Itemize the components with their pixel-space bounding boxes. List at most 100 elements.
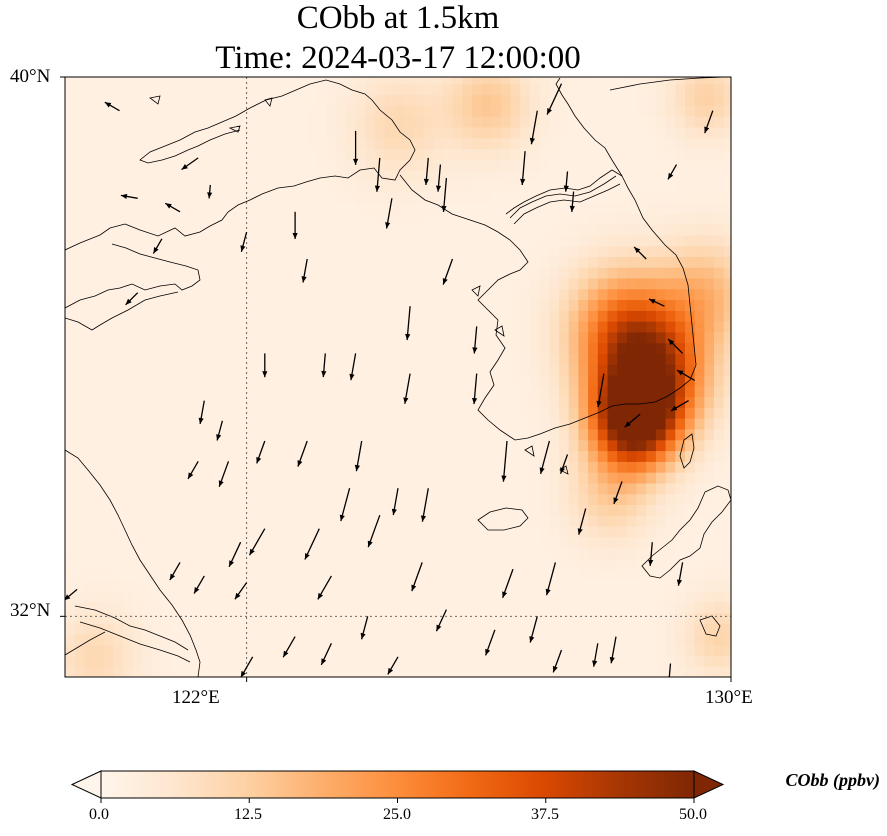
heatmap-cell [258,644,269,656]
heatmap-cell [220,137,231,150]
heatmap-cell [316,94,328,106]
heatmap-cell [423,590,434,603]
heatmap-cell [181,515,192,527]
heatmap-cell [626,364,638,376]
heatmap-cell [74,579,85,592]
heatmap-cell [190,364,202,376]
heatmap-cell [394,407,405,419]
heatmap-cell [65,159,76,171]
heatmap-cell [316,126,328,139]
heatmap-cell [578,569,589,581]
heatmap-cell [520,579,531,592]
colorbar-gradient [100,770,695,799]
heatmap-cell [520,590,531,603]
heatmap-cell [423,515,434,527]
heatmap-cell [229,526,240,538]
heatmap-cell [142,493,153,505]
heatmap-cell [704,364,715,376]
heatmap-cell [103,623,114,635]
heatmap-cell [132,375,144,387]
wind-arrow [359,684,368,703]
heatmap-cell [74,385,85,398]
heatmap-cell [336,256,347,268]
heatmap-cell [471,418,483,430]
heatmap-cell [636,482,647,495]
heatmap-cell [171,94,182,106]
heatmap-cell [220,450,231,462]
heatmap-cell [307,418,318,430]
heatmap-cell [704,310,715,322]
heatmap-cell [258,418,269,430]
heatmap-cell [452,482,463,495]
heatmap-cell [559,191,570,203]
heatmap-cell [142,213,153,225]
heatmap-cell [481,547,492,559]
heatmap-cell [491,299,502,311]
heatmap-cell [520,94,531,106]
heatmap-cell [152,644,163,656]
heatmap-cell [384,569,395,581]
co-heatmap [65,77,731,677]
heatmap-cell [723,310,731,322]
heatmap-cell [74,450,85,462]
heatmap-cell [249,94,260,106]
heatmap-cell [297,191,308,203]
heatmap-cell [665,590,676,603]
heatmap-cell [65,579,76,592]
heatmap-cell [568,655,579,667]
heatmap-cell [694,547,705,559]
heatmap-cell [123,331,134,344]
heatmap-cell [220,180,231,193]
heatmap-cell [375,666,386,677]
heatmap-cell [65,526,76,538]
heatmap-cell [442,547,454,559]
heatmap-cell [239,94,250,106]
heatmap-cell [510,439,521,452]
heatmap-cell [171,504,182,516]
heatmap-cell [404,126,415,139]
heatmap-cell [181,245,192,257]
colorbar-tick-1: 12.5 [234,806,262,823]
heatmap-cell [268,515,279,527]
heatmap-cell [316,148,328,160]
heatmap-cell [249,407,260,419]
heatmap-cell [171,267,182,279]
heatmap-cell [229,482,240,495]
heatmap-cell [307,428,318,441]
heatmap-cell [675,159,686,171]
heatmap-cell [258,116,269,128]
heatmap-cell [307,385,318,398]
heatmap-cell [413,450,424,462]
heatmap-cell [694,148,705,160]
heatmap-cell [123,439,134,452]
heatmap-cell [442,256,454,268]
heatmap-cell [394,526,405,538]
heatmap-cell [530,428,541,441]
heatmap-cell [161,579,173,592]
heatmap-cell [278,536,289,549]
heatmap-cell [694,83,705,96]
heatmap-cell [452,213,463,225]
heatmap-cell [220,105,231,117]
heatmap-cell [113,126,124,139]
heatmap-cell [210,170,221,182]
heatmap-cell [597,385,609,398]
heatmap-cell [268,655,279,667]
heatmap-cell [442,364,454,376]
heatmap-cell [549,77,560,85]
heatmap-cell [316,331,328,344]
heatmap-cell [326,396,337,408]
heatmap-cell [316,224,328,236]
heatmap-cell [132,83,144,96]
heatmap-cell [714,526,725,538]
heatmap-cell [94,126,105,139]
heatmap-cell [452,288,463,301]
heatmap-cell [636,666,647,677]
heatmap-cell [65,331,76,344]
heatmap-cell [142,590,153,603]
heatmap-cell [307,83,318,96]
heatmap-cell [394,137,405,150]
wind-arrow [676,369,696,381]
heatmap-cell [530,256,541,268]
heatmap-cell [249,666,260,677]
